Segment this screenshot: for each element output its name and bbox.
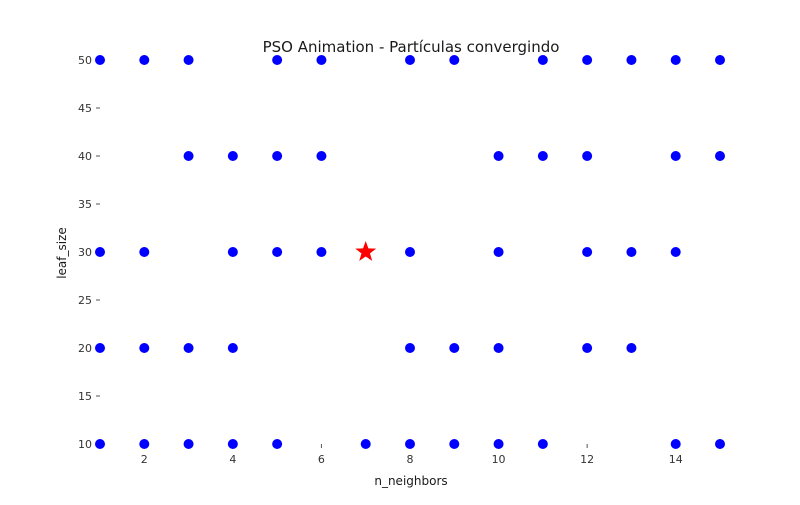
particle-point bbox=[227, 439, 238, 449]
particle-point bbox=[316, 247, 327, 257]
particle-point bbox=[537, 55, 548, 65]
y-axis-label: leaf_size bbox=[55, 227, 69, 279]
chart-title: PSO Animation - Partículas convergindo bbox=[263, 38, 560, 56]
x-tick-label: 14 bbox=[669, 453, 683, 466]
particles-layer bbox=[95, 55, 725, 449]
particle-point bbox=[183, 439, 194, 449]
particle-point bbox=[715, 439, 725, 449]
particle-point bbox=[405, 439, 415, 449]
particle-point bbox=[537, 151, 548, 161]
particle-point bbox=[227, 343, 238, 353]
particle-point bbox=[183, 343, 194, 353]
particle-point bbox=[272, 55, 283, 65]
x-tick-label: 6 bbox=[318, 453, 325, 466]
particle-point bbox=[449, 55, 460, 65]
y-tick-label: 20 bbox=[78, 342, 92, 355]
particle-point bbox=[626, 343, 637, 353]
particle-point bbox=[95, 343, 105, 353]
particle-point bbox=[272, 151, 283, 161]
particle-point bbox=[626, 55, 637, 65]
particle-point bbox=[95, 55, 105, 65]
particle-point bbox=[537, 439, 548, 449]
particle-point bbox=[405, 343, 415, 353]
y-tick-label: 25 bbox=[78, 294, 92, 307]
particle-point bbox=[183, 151, 194, 161]
x-tick-label: 12 bbox=[580, 453, 594, 466]
y-tick-label: 40 bbox=[78, 150, 92, 163]
particle-point bbox=[139, 343, 150, 353]
particle-point bbox=[95, 247, 105, 257]
particle-point bbox=[139, 439, 150, 449]
particle-point bbox=[670, 247, 681, 257]
particle-point bbox=[670, 55, 681, 65]
x-tick-label: 4 bbox=[229, 453, 236, 466]
particle-point bbox=[582, 343, 593, 353]
x-axis-ticks: 2 4 6 8 10 12 14 bbox=[141, 444, 683, 466]
y-axis-ticks: 10 15 20 25 30 35 40 45 50 bbox=[78, 54, 100, 451]
particle-point bbox=[449, 343, 460, 353]
particle-point bbox=[405, 55, 415, 65]
x-tick-label: 10 bbox=[492, 453, 506, 466]
particle-point bbox=[493, 439, 504, 449]
x-axis-label: n_neighbors bbox=[374, 474, 447, 488]
y-tick-label: 15 bbox=[78, 390, 92, 403]
particle-point bbox=[493, 343, 504, 353]
particle-point bbox=[493, 247, 504, 257]
particle-point bbox=[715, 151, 725, 161]
particle-point bbox=[183, 55, 194, 65]
particle-point bbox=[316, 55, 327, 65]
particle-point bbox=[316, 151, 327, 161]
particle-point bbox=[493, 151, 504, 161]
particle-point bbox=[139, 247, 150, 257]
particle-point bbox=[582, 247, 593, 257]
best-marker-layer bbox=[355, 241, 377, 261]
y-tick-label: 45 bbox=[78, 102, 92, 115]
particle-point bbox=[582, 151, 593, 161]
particle-point bbox=[582, 55, 593, 65]
particle-point bbox=[670, 439, 681, 449]
particle-point bbox=[227, 247, 238, 257]
particle-point bbox=[272, 247, 283, 257]
particle-point bbox=[715, 55, 725, 65]
y-tick-label: 50 bbox=[78, 54, 92, 67]
particle-point bbox=[95, 439, 105, 449]
particle-point bbox=[449, 439, 460, 449]
particle-point bbox=[227, 151, 238, 161]
y-tick-label: 10 bbox=[78, 438, 92, 451]
best-position-star bbox=[355, 241, 377, 261]
particle-point bbox=[272, 439, 283, 449]
particle-point bbox=[139, 55, 150, 65]
x-tick-label: 8 bbox=[407, 453, 414, 466]
x-tick-label: 2 bbox=[141, 453, 148, 466]
particle-point bbox=[626, 247, 637, 257]
particle-point bbox=[360, 439, 371, 449]
particle-point bbox=[405, 247, 415, 257]
particle-point bbox=[670, 151, 681, 161]
y-tick-label: 30 bbox=[78, 246, 92, 259]
y-tick-label: 35 bbox=[78, 198, 92, 211]
